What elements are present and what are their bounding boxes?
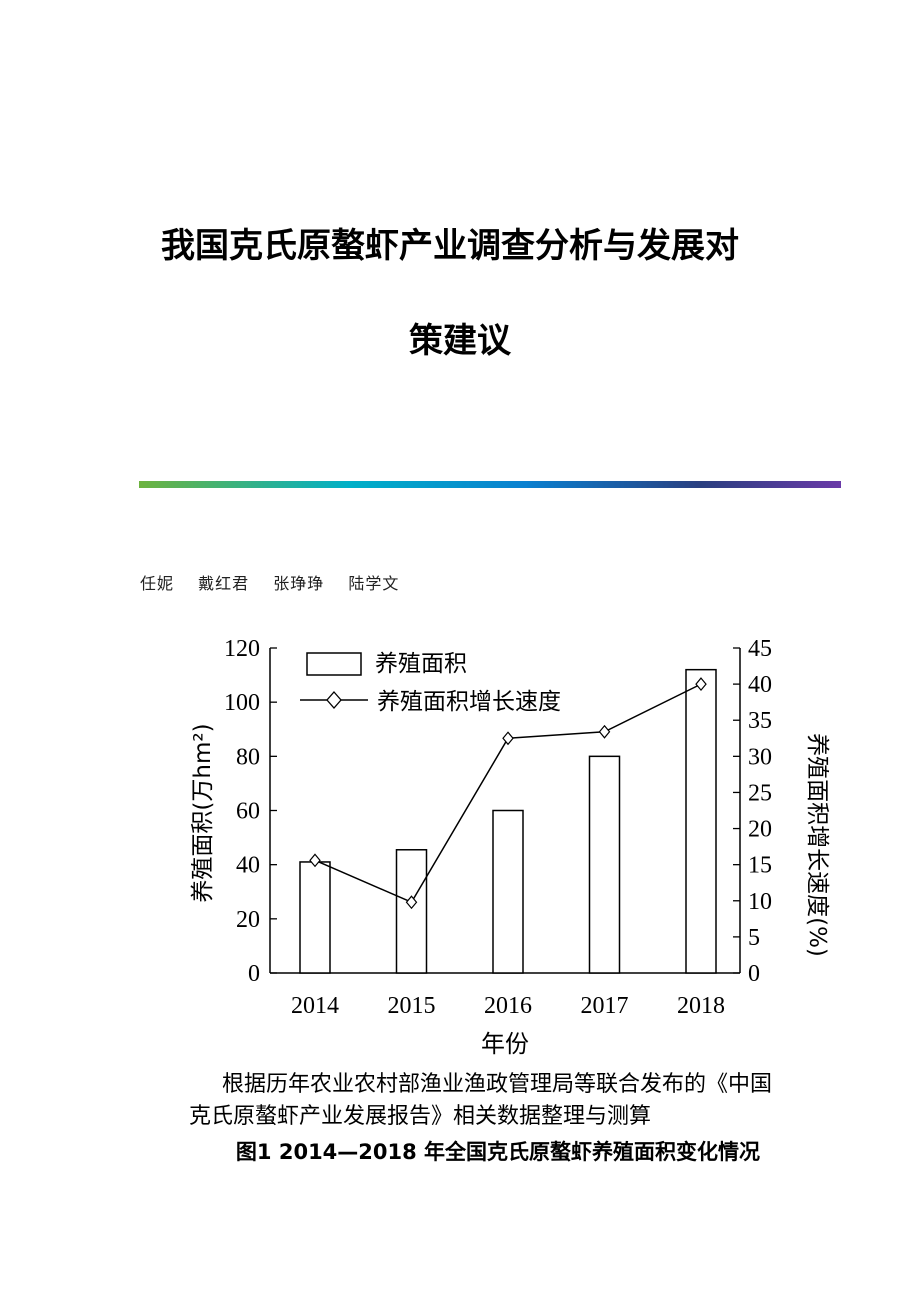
x-tick-label: 2015	[388, 993, 436, 1019]
x-tick-label: 2014	[291, 993, 339, 1019]
bar-2015	[395, 849, 428, 974]
growth-point-2018	[695, 677, 707, 692]
growth-point-2015	[405, 895, 418, 910]
y-right-tick-label: 45	[748, 636, 772, 662]
growth-point-2014	[309, 853, 321, 868]
bar-2018	[685, 668, 717, 974]
title-line-1: 我国克氏原螯虾产业调查分析与发展对	[161, 226, 739, 266]
y-left-tick-label: 60	[236, 799, 260, 825]
legend-bar-swatch	[306, 652, 362, 676]
y-right-tick-label: 20	[748, 817, 772, 843]
y-left-tick-label: 80	[236, 744, 260, 770]
x-axis-label: 年份	[481, 1030, 529, 1058]
legend-bar-label: 养殖面积	[375, 651, 467, 677]
author-list: 任妮 戴红君 张琤琤 陆学文	[140, 570, 417, 594]
growth-point-2017	[598, 724, 611, 739]
y-right-tick-label: 40	[748, 672, 772, 698]
y-left-tick-label: 40	[236, 853, 260, 879]
bar-2014	[299, 861, 331, 974]
growth-point-2016	[502, 731, 514, 746]
author: 陆学文	[348, 574, 400, 593]
y-right-tick-label: 30	[748, 744, 772, 770]
author: 任妮	[140, 574, 175, 593]
y-left-tick-label: 20	[236, 907, 260, 933]
y-axis-left-label: 养殖面积(万hm²)	[190, 723, 216, 902]
legend-line-label: 养殖面积增长速度	[377, 689, 561, 715]
figure-caption: 图1 2014—2018 年全国克氏原螯虾养殖面积变化情况	[235, 1140, 761, 1164]
y-right-tick-label: 25	[748, 780, 772, 806]
bar-2016	[492, 809, 524, 974]
y-left-tick-label: 120	[224, 636, 260, 662]
x-tick-label: 2016	[484, 993, 532, 1019]
y-right-tick-label: 15	[748, 853, 772, 879]
y-right-tick-label: 5	[748, 925, 760, 951]
legend-diamond-marker	[326, 691, 342, 709]
source-note-line-2: 克氏原螯虾产业发展报告》相关数据整理与测算	[188, 1104, 651, 1129]
y-axis-right-label: 养殖面积增长速度(%)	[804, 733, 830, 957]
x-tick-label: 2018	[677, 993, 725, 1019]
y-right-tick-label: 35	[748, 708, 772, 734]
area-growth-chart: 0 20 40 60 80 100 120 0 5 10 15 20 25 30 35 40 45 2014 201…	[190, 636, 830, 1058]
y-right-tick-label: 0	[748, 961, 760, 987]
bar-2017	[588, 755, 621, 974]
author: 张琤琤	[273, 574, 325, 593]
y-left-tick-label: 100	[224, 690, 260, 716]
gradient-divider	[139, 481, 841, 488]
x-tick-label: 2017	[581, 993, 629, 1019]
legend: 养殖面积 养殖面积增长速度	[300, 651, 561, 715]
y-right-tick-label: 10	[748, 889, 772, 915]
author: 戴红君	[198, 574, 250, 593]
title-line-2: 策建议	[409, 321, 511, 361]
y-left-tick-label: 0	[248, 961, 260, 987]
source-note-line-1: 根据历年农业农村部渔业渔政管理局等联合发布的《中国	[221, 1072, 772, 1097]
